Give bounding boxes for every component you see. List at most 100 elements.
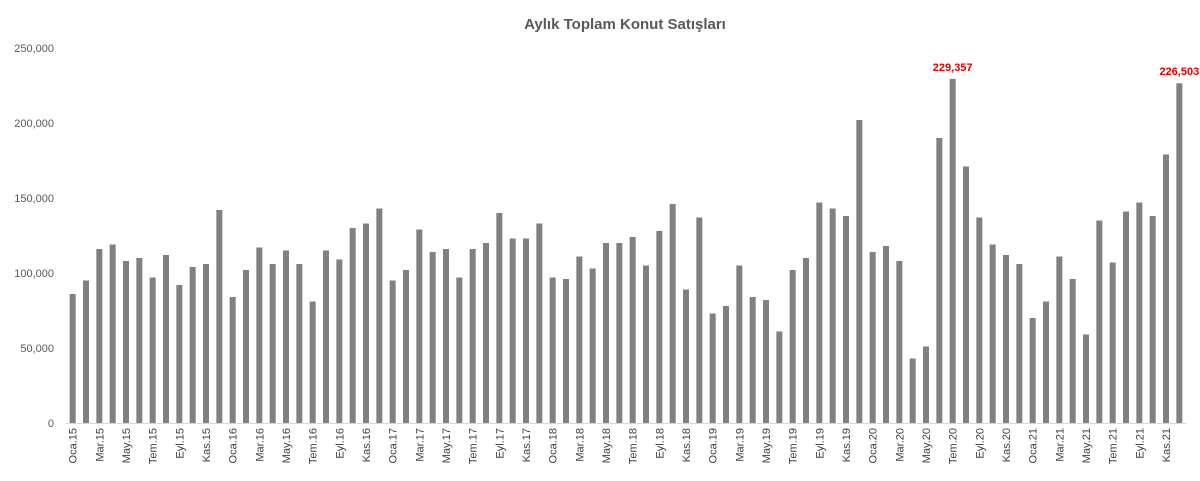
bar xyxy=(243,270,249,423)
x-tick-label: May.15 xyxy=(121,428,133,463)
x-tick-label: Eyl.15 xyxy=(174,428,186,459)
x-tick-label: Oca.16 xyxy=(228,428,240,463)
bar xyxy=(723,306,729,423)
bar xyxy=(163,255,169,423)
x-tick-label: Eyl.17 xyxy=(494,428,506,459)
x-tick-label: Tem.21 xyxy=(1108,428,1120,464)
bar xyxy=(776,331,783,423)
bar xyxy=(256,247,263,423)
bar xyxy=(69,294,76,423)
bar xyxy=(989,244,996,423)
bar xyxy=(283,250,289,423)
bar xyxy=(523,238,529,423)
x-tick-label: Eyl.19 xyxy=(814,428,826,459)
bar xyxy=(1109,262,1116,423)
bar xyxy=(1003,255,1009,423)
x-tick-label: Eyl.20 xyxy=(974,428,986,459)
bar xyxy=(1016,264,1023,423)
bar xyxy=(309,301,316,423)
bar xyxy=(1056,256,1063,423)
x-tick-label: May.16 xyxy=(281,428,293,463)
bar xyxy=(109,244,116,423)
bar xyxy=(629,237,636,423)
x-tick-label: Mar.17 xyxy=(414,428,426,462)
bar xyxy=(829,208,836,423)
x-tick-label: Kas.18 xyxy=(681,428,693,462)
bar xyxy=(949,78,956,424)
x-tick-label: Kas.16 xyxy=(361,428,373,462)
bar xyxy=(403,270,409,423)
bar xyxy=(336,259,343,423)
bar xyxy=(469,249,476,423)
x-tick-label: Oca.20 xyxy=(868,428,880,463)
bar xyxy=(389,280,396,423)
bar xyxy=(1163,154,1169,423)
bar xyxy=(483,243,489,423)
bar xyxy=(603,243,609,423)
y-tick-label: 250,000 xyxy=(14,43,54,55)
x-tick-label: Mar.19 xyxy=(734,428,746,462)
bar xyxy=(1029,318,1036,423)
x-tick-label: Tem.18 xyxy=(628,428,640,464)
x-tick-label: Eyl.21 xyxy=(1134,428,1146,459)
bar xyxy=(869,252,876,423)
bar xyxy=(976,217,983,423)
bar xyxy=(923,346,929,423)
bar xyxy=(443,249,449,423)
bar xyxy=(136,258,143,423)
bar xyxy=(709,313,716,423)
bar xyxy=(803,258,809,423)
bar xyxy=(363,223,369,423)
bar xyxy=(909,358,916,423)
x-tick-label: Kas.17 xyxy=(521,428,533,462)
bar xyxy=(123,261,129,423)
bar xyxy=(376,208,383,423)
y-tick-label: 200,000 xyxy=(14,118,54,130)
bar xyxy=(496,213,503,423)
bar xyxy=(856,120,863,423)
x-tick-label: Oca.17 xyxy=(388,428,400,463)
bar xyxy=(1069,279,1076,423)
bar xyxy=(616,243,623,423)
bar xyxy=(1176,83,1183,423)
bar xyxy=(1149,216,1156,423)
bar xyxy=(736,265,743,423)
x-tick-label: May.20 xyxy=(921,428,933,463)
bar xyxy=(936,138,943,423)
bar xyxy=(883,246,889,423)
x-tick-label: Mar.16 xyxy=(254,428,266,462)
x-tick-label: Tem.17 xyxy=(468,428,480,464)
bar xyxy=(696,217,703,423)
y-tick-label: 50,000 xyxy=(20,343,54,355)
data-label: 229,357 xyxy=(933,62,973,74)
bar xyxy=(589,268,596,423)
bar xyxy=(963,166,969,423)
bar xyxy=(176,285,183,423)
bar xyxy=(96,249,103,423)
data-label: 226,503 xyxy=(1159,66,1199,78)
bar xyxy=(1136,202,1143,423)
bar xyxy=(536,223,543,423)
x-tick-label: May.17 xyxy=(441,428,453,463)
x-tick-label: Mar.20 xyxy=(894,428,906,462)
x-tick-label: Oca.19 xyxy=(708,428,720,463)
x-tick-label: Kas.21 xyxy=(1161,428,1173,462)
chart-title: Aylık Toplam Konut Satışları xyxy=(524,16,726,33)
bar xyxy=(1083,334,1089,423)
x-tick-label: May.21 xyxy=(1081,428,1093,463)
bar xyxy=(749,297,756,423)
x-tick-label: Kas.19 xyxy=(841,428,853,462)
x-tick-label: Kas.15 xyxy=(201,428,213,462)
x-tick-label: Oca.18 xyxy=(548,428,560,463)
bar xyxy=(643,265,649,423)
x-tick-label: Mar.18 xyxy=(574,428,586,462)
bar xyxy=(576,256,583,423)
bar xyxy=(549,277,556,423)
bar xyxy=(816,202,823,423)
x-tick-label: Eyl.18 xyxy=(654,428,666,459)
x-tick-label: Eyl.16 xyxy=(334,428,346,459)
bar xyxy=(669,204,676,423)
x-tick-label: Mar.15 xyxy=(94,428,106,462)
bar xyxy=(189,267,196,423)
